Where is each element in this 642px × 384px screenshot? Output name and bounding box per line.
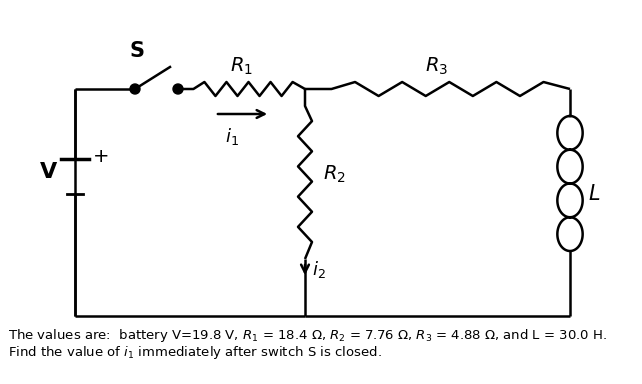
Text: Find the value of $i_1$ immediately after switch S is closed.: Find the value of $i_1$ immediately afte…: [8, 344, 382, 361]
Text: $i_2$: $i_2$: [312, 258, 325, 280]
Text: +: +: [93, 147, 110, 167]
Text: $R_1$: $R_1$: [230, 56, 252, 77]
Text: S: S: [130, 41, 144, 61]
Text: $i_1$: $i_1$: [225, 126, 239, 147]
Text: The values are:  battery V=19.8 V, $R_1$ = 18.4 $\Omega$, $R_2$ = 7.76 $\Omega$,: The values are: battery V=19.8 V, $R_1$ …: [8, 327, 607, 344]
Circle shape: [130, 84, 140, 94]
Circle shape: [173, 84, 183, 94]
Text: V: V: [40, 162, 57, 182]
Text: $R_2$: $R_2$: [323, 163, 346, 185]
Text: $R_3$: $R_3$: [426, 56, 449, 77]
Text: $L$: $L$: [588, 184, 600, 204]
